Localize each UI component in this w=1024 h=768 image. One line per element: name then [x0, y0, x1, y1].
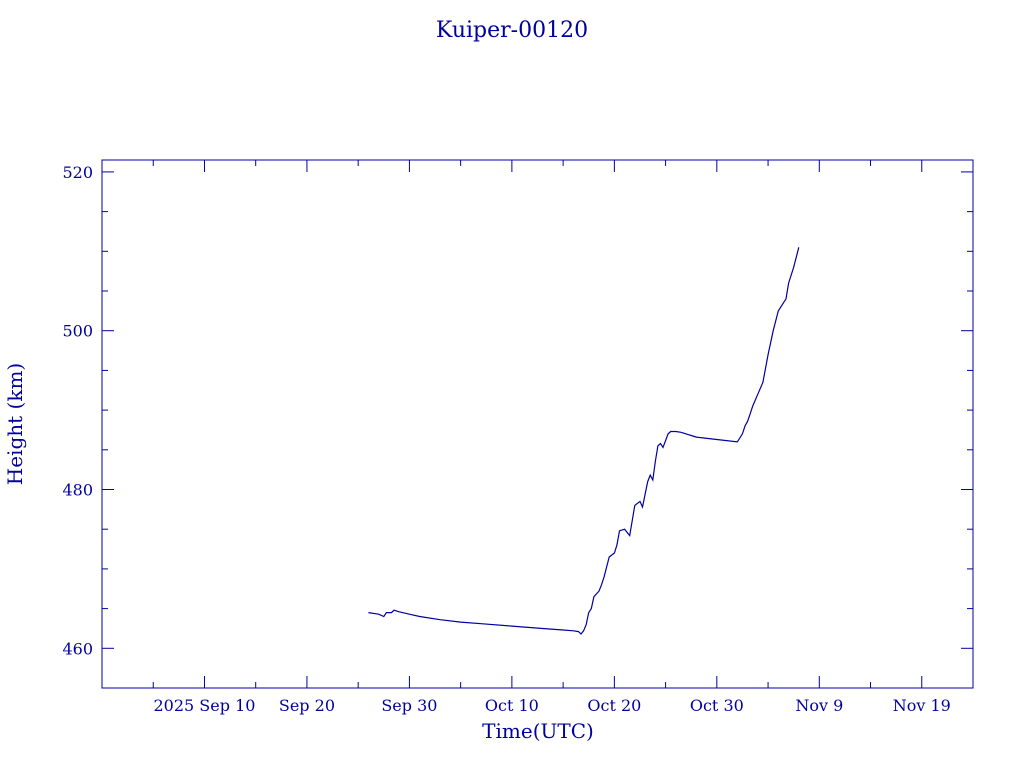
y-tick-label: 500	[62, 322, 93, 341]
x-tick-label: Sep 20	[279, 696, 335, 715]
y-tick-labels: 460 480 500 520	[62, 163, 93, 658]
chart-title: Kuiper-00120	[436, 18, 588, 43]
y-tick-label: 480	[62, 481, 93, 500]
x-tick-label: Oct 10	[485, 696, 539, 715]
x-tick-label: Nov 19	[893, 696, 951, 715]
tick-marks	[101, 160, 974, 688]
x-axis-label: Time(UTC)	[482, 719, 594, 743]
y-tick-label: 520	[62, 163, 93, 182]
y-tick-label: 460	[62, 639, 93, 658]
x-tick-label: Oct 20	[587, 696, 641, 715]
x-tick-labels: 2025 Sep 10 Sep 20 Sep 30 Oct 10 Oct 20 Oct 3…	[154, 696, 951, 715]
x-tick-label: Sep 30	[381, 696, 437, 715]
x-tick-label: 2025 Sep 10	[154, 696, 256, 715]
x-tick-label: Oct 30	[690, 696, 744, 715]
height-series-line	[368, 247, 800, 635]
y-axis-label: Height (km)	[3, 363, 27, 485]
plot-frame	[101, 159, 974, 689]
x-tick-label: Nov 9	[795, 696, 843, 715]
